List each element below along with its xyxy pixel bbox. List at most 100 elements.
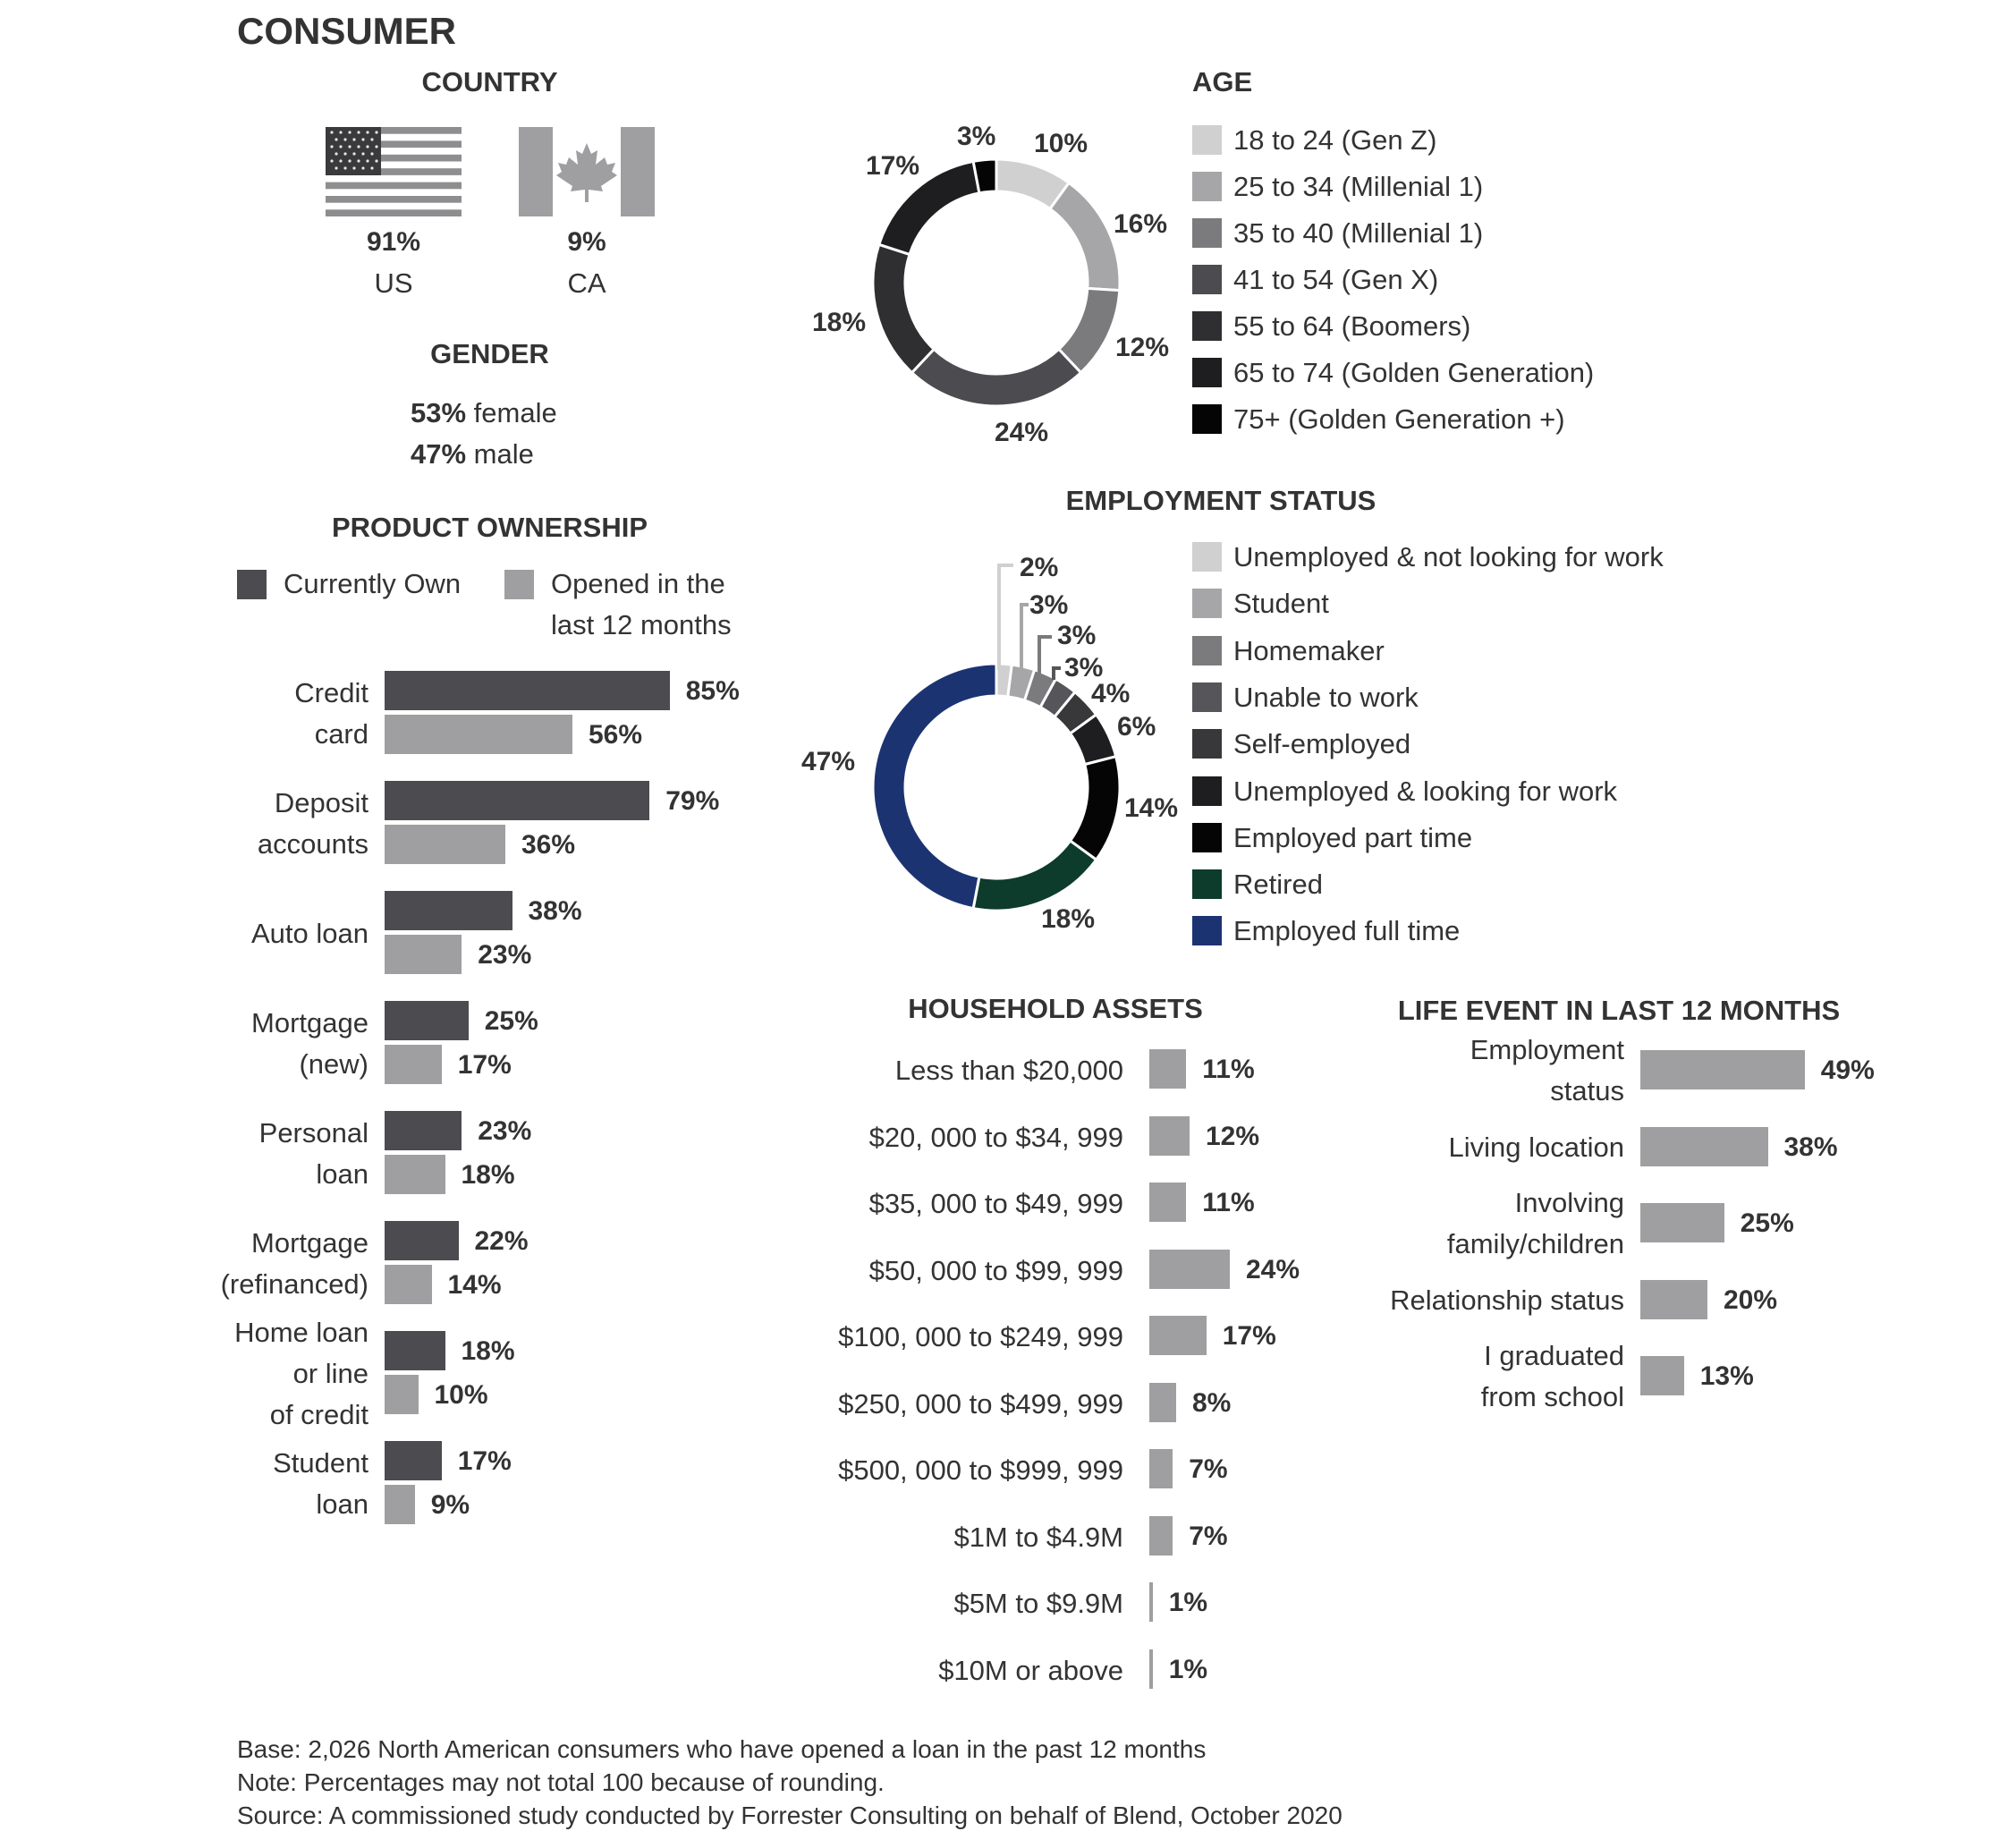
product-bar-value: 38% [528,896,582,926]
product-category-label: Personal [258,1116,368,1149]
life-event-bar [1640,1356,1684,1395]
life-event-bar [1640,1279,1707,1319]
asset-category-label: $35, 000 to $49, 999 [868,1188,1123,1219]
age-heading: AGE [1192,66,1253,97]
legend-label-opened-line1: Opened in the [551,568,725,599]
asset-category-label: $20, 000 to $34, 999 [868,1121,1123,1153]
product-bar-value: 36% [521,830,576,860]
product-category-label: Deposit [274,786,368,818]
asset-bar-value: 7% [1189,1454,1228,1484]
life-event-value: 13% [1699,1361,1754,1391]
age-legend-label: 65 to 74 (Golden Generation) [1233,357,1595,388]
product-bar-value: 23% [478,940,532,970]
employment-legend-swatch [1192,869,1222,900]
age-value-label: 3% [957,122,996,151]
employment-leader-1 [1020,603,1029,670]
female-label: female [473,397,557,428]
legend-label-currently-own: Currently Own [284,568,462,599]
employment-legend-label: Unable to work [1233,681,1419,713]
product-category-label: or line [292,1357,368,1389]
life-event-label: family/children [1446,1228,1624,1259]
product-category-label: Auto loan [251,917,368,949]
product-bar [385,781,650,820]
employment-heading: EMPLOYMENT STATUS [1065,485,1376,516]
product-bar-value: 17% [457,1050,512,1080]
employment-legend-label: Employed full time [1233,915,1461,947]
country-heading: COUNTRY [421,66,558,97]
product-bar-value: 10% [434,1380,488,1410]
household-assets-heading: HOUSEHOLD ASSETS [908,993,1203,1024]
employment-legend-swatch [1192,776,1222,806]
product-bar [385,1485,415,1524]
asset-bar [1149,1582,1153,1622]
employment-legend-swatch [1192,682,1222,712]
male-percent: 47% [411,438,467,470]
product-bar-value: 17% [457,1446,512,1476]
product-bar [385,1331,445,1370]
employment-value-label: 3% [1064,653,1104,682]
product-category-label: loan [316,1488,368,1520]
asset-bar-value: 17% [1222,1321,1276,1351]
age-slice-4 [871,242,936,375]
gender-heading: GENDER [430,338,549,369]
product-bar-value: 22% [474,1226,529,1256]
employment-leader-3 [1052,666,1061,680]
employment-legend-label: Unemployed & looking for work [1233,775,1618,807]
employment-legend-label: Self-employed [1233,728,1411,760]
ca-label: CA [567,267,606,299]
asset-category-label: $500, 000 to $999, 999 [838,1454,1123,1486]
employment-legend-swatch [1192,822,1222,852]
asset-category-label: $250, 000 to $499, 999 [838,1387,1123,1420]
gender-male: 47% male [411,440,534,468]
product-bar [385,891,512,930]
asset-category-label: Less than $20,000 [894,1055,1123,1086]
life-event-label: Involving [1514,1187,1624,1218]
life-event-bar [1640,1050,1805,1089]
age-value-label: 17% [866,151,920,181]
age-value-label: 24% [995,418,1049,447]
employment-value-label: 14% [1124,793,1179,823]
product-bar [385,935,462,974]
age-legend-swatch [1192,311,1222,341]
life-event-label: Employment [1470,1034,1624,1065]
product-bar-value: 79% [665,786,720,816]
employment-donut [871,564,1122,912]
product-bar [385,825,505,864]
product-category-label: Student [273,1446,368,1479]
product-category-label: accounts [257,827,368,860]
asset-bar [1149,1049,1187,1089]
product-bar [385,1111,462,1150]
age-legend-label: 75+ (Golden Generation +) [1233,403,1565,435]
asset-category-label: $5M to $9.9M [953,1588,1123,1619]
employment-slice-8 [871,662,998,911]
us-label: US [374,267,413,299]
legend-swatch-opened [504,570,534,599]
age-slice-1 [1047,181,1122,292]
age-legend-swatch [1192,125,1222,155]
age-legend-swatch [1192,404,1222,434]
life-event-value: 38% [1783,1132,1838,1162]
asset-bar-value: 8% [1192,1387,1232,1418]
employment-slice-7 [971,838,1098,912]
product-bar [385,1265,432,1304]
product-category-label: Home loan [234,1316,368,1348]
life-event-label: Living location [1448,1131,1624,1163]
employment-value-label: 6% [1117,712,1156,742]
product-bar-value: 18% [461,1336,515,1366]
asset-bar [1149,1115,1190,1156]
asset-category-label: $50, 000 to $99, 999 [868,1254,1123,1286]
employment-leader-0 [997,564,1013,670]
product-bar-value: 9% [430,1490,470,1520]
asset-category-label: $100, 000 to $249, 999 [838,1321,1123,1352]
product-bar [385,1045,442,1084]
product-bar-value: 14% [447,1270,502,1300]
life-event-value: 25% [1740,1208,1794,1238]
life-event-label: Relationship status [1390,1284,1624,1316]
ca-percent: 9% [567,227,606,257]
life-event-value: 20% [1724,1284,1778,1315]
asset-bar [1149,1515,1173,1556]
legend-swatch-currently-own [237,570,267,599]
canada-flag-icon [519,127,655,216]
life-event-label: from school [1480,1381,1624,1412]
gender-female: 53% female [411,399,557,427]
